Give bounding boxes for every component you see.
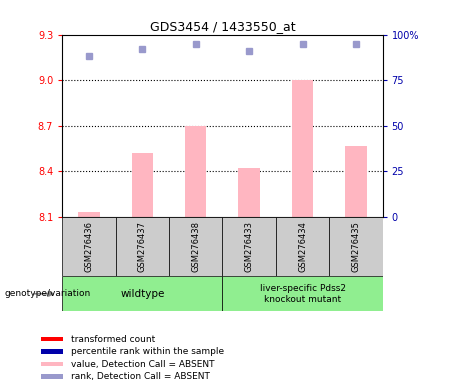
Text: transformed count: transformed count — [71, 335, 155, 344]
Text: rank, Detection Call = ABSENT: rank, Detection Call = ABSENT — [71, 372, 210, 381]
Bar — [41, 349, 63, 354]
Text: GSM276435: GSM276435 — [351, 221, 361, 272]
Text: genotype/variation: genotype/variation — [5, 289, 91, 298]
Bar — [169, 217, 222, 276]
Bar — [41, 362, 63, 366]
Text: GSM276434: GSM276434 — [298, 221, 307, 272]
Bar — [329, 217, 383, 276]
Text: value, Detection Call = ABSENT: value, Detection Call = ABSENT — [71, 360, 214, 369]
Text: GSM276437: GSM276437 — [138, 221, 147, 272]
Bar — [345, 146, 366, 217]
Bar — [185, 126, 207, 217]
Bar — [223, 217, 276, 276]
Bar — [41, 337, 63, 341]
Text: GSM276438: GSM276438 — [191, 221, 200, 272]
Bar — [238, 168, 260, 217]
Title: GDS3454 / 1433550_at: GDS3454 / 1433550_at — [150, 20, 295, 33]
Bar — [116, 217, 169, 276]
Bar — [62, 217, 116, 276]
Text: percentile rank within the sample: percentile rank within the sample — [71, 347, 224, 356]
Bar — [223, 276, 383, 311]
Text: liver-specific Pdss2
knockout mutant: liver-specific Pdss2 knockout mutant — [260, 284, 346, 304]
Text: GSM276436: GSM276436 — [84, 221, 94, 272]
Text: wildtype: wildtype — [120, 289, 165, 299]
Bar — [276, 217, 329, 276]
Bar — [292, 80, 313, 217]
Bar — [78, 212, 100, 217]
Bar — [41, 374, 63, 379]
Bar — [62, 276, 222, 311]
Text: GSM276433: GSM276433 — [245, 221, 254, 272]
Bar — [132, 153, 153, 217]
